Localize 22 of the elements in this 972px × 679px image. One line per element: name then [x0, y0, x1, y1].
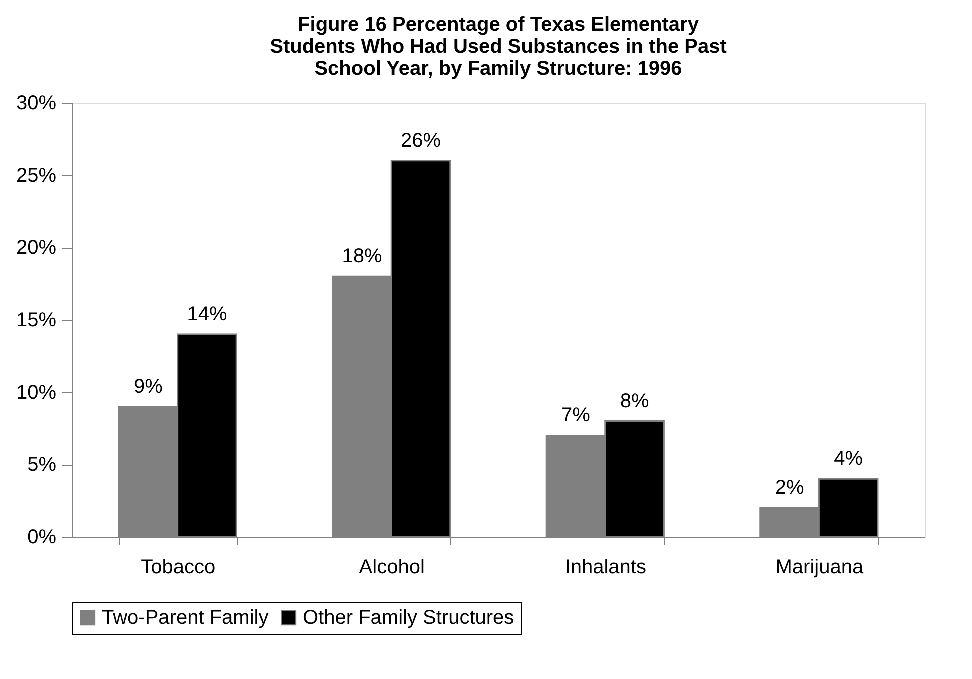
data-label: 14% — [187, 303, 228, 326]
y-tick-label: 30% — [16, 92, 57, 114]
data-label: 18% — [342, 246, 382, 268]
y-tick-label: 15% — [16, 310, 57, 332]
x-tick-label: Tobacco — [141, 556, 216, 578]
data-label: 7% — [562, 404, 591, 427]
chart-title: Figure 16 Percentage of Texas Elementary Students Who Had Used Substances in the Past School Year, by Family Structure: 1996 — [270, 14, 728, 80]
y-tick-label: 10% — [16, 382, 57, 404]
legend-label: Two-Parent Family — [102, 607, 269, 629]
y-tick-label: 20% — [16, 237, 57, 260]
y-tick-label: 0% — [28, 526, 57, 548]
data-label: 9% — [134, 376, 164, 398]
x-tick-label: Inhalants — [565, 556, 646, 578]
data-label: 8% — [620, 390, 650, 412]
y-tick-label: 5% — [28, 454, 57, 476]
data-label: 4% — [834, 448, 864, 470]
x-tick-label: Alcohol — [359, 556, 425, 578]
data-label: 2% — [775, 477, 804, 500]
data-label: 26% — [400, 130, 442, 152]
y-tick-label: 25% — [16, 164, 57, 187]
x-tick-label: Marijuana — [776, 556, 864, 578]
legend-label: Other Family Structures — [303, 607, 514, 629]
